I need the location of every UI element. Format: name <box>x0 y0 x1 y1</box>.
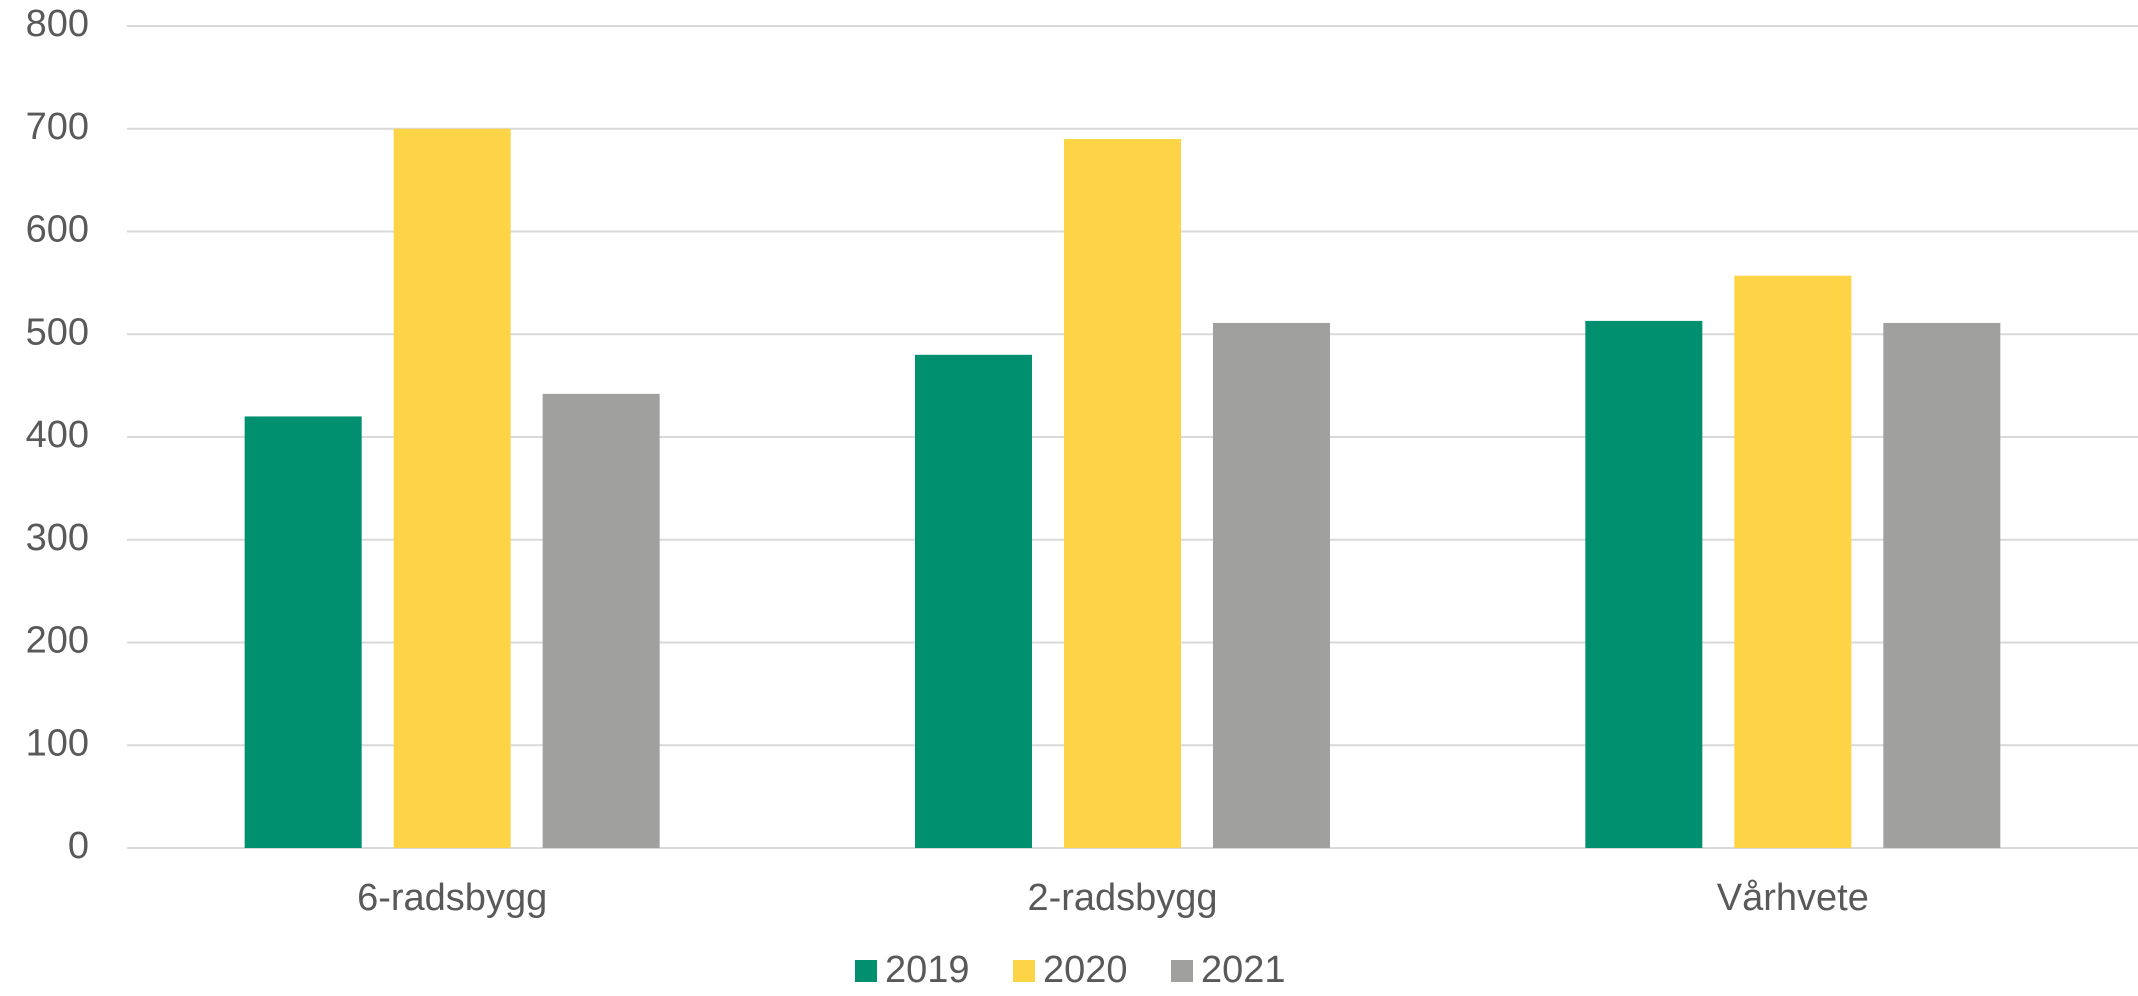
y-tick-label: 700 <box>26 106 89 148</box>
bar <box>394 129 511 848</box>
bar <box>543 394 660 848</box>
x-tick-label: 2-radsbygg <box>1027 877 1217 919</box>
y-tick-label: 500 <box>26 311 89 353</box>
legend-label: 2021 <box>1201 949 1286 991</box>
y-tick-label: 200 <box>26 620 89 662</box>
bar <box>1734 276 1851 848</box>
y-tick-label: 400 <box>26 414 89 456</box>
y-tick-label: 100 <box>26 722 89 764</box>
legend-label: 2019 <box>885 949 970 991</box>
chart: 0 100 200 300 400 500 600 700 800 6-radsbygg 2-rad… <box>0 0 2138 991</box>
y-tick-label: 800 <box>26 3 89 45</box>
y-tick-label: 0 <box>68 825 89 867</box>
x-tick-label: Vårhvete <box>1717 877 1869 919</box>
y-tick-label: 300 <box>26 517 89 559</box>
x-tick-label: 6-radsbygg <box>357 877 547 919</box>
bar <box>915 355 1032 848</box>
legend-swatch <box>1013 960 1035 982</box>
bar <box>1585 321 1702 848</box>
legend-swatch <box>1171 960 1193 982</box>
y-tick-label: 600 <box>26 209 89 251</box>
bar <box>1883 323 2000 848</box>
bar <box>245 416 362 848</box>
bar <box>1213 323 1330 848</box>
legend-swatch <box>855 960 877 982</box>
bar <box>1064 139 1181 848</box>
legend-label: 2020 <box>1043 949 1128 991</box>
